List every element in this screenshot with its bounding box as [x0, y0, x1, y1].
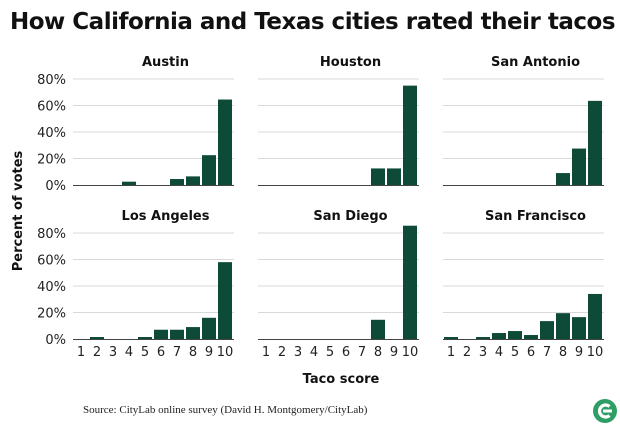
- x-axis-label: Taco score: [303, 372, 380, 387]
- bar-san-francisco-7: [540, 321, 554, 339]
- x-tick-label: 2: [93, 345, 101, 360]
- bar-san-francisco-5: [508, 331, 522, 339]
- y-tick-label: 20%: [37, 153, 66, 168]
- x-tick-label: 5: [141, 345, 149, 360]
- panel-los-angeles: 0% 20% 40% 60% 80% Los Angeles 1 2 3 4 5 6 7 8 9 10: [37, 209, 234, 360]
- bar-los-angeles-7: [170, 329, 184, 339]
- x-tick-label: 9: [390, 345, 398, 360]
- bar-san-francisco-3: [476, 337, 490, 339]
- bar-los-angeles-2: [90, 337, 104, 339]
- source-note: Source: CityLab online survey (David H. …: [83, 404, 368, 416]
- panel-san-diego: San Diego 1 2 3 4 5 6 7 8 9 10: [258, 209, 419, 360]
- chart-title: How California and Texas cities rated th…: [10, 9, 616, 35]
- bar-los-angeles-6: [154, 329, 168, 339]
- y-tick-label: 80%: [37, 227, 66, 242]
- x-tick-label: 10: [587, 345, 604, 360]
- x-tick-label: 3: [479, 345, 487, 360]
- panel-title-san-francisco: San Francisco: [485, 209, 586, 224]
- panel-title-san-diego: San Diego: [313, 209, 387, 224]
- x-tick-label: 5: [511, 345, 519, 360]
- x-tick-label: 8: [189, 345, 197, 360]
- x-tick-label: 4: [125, 345, 133, 360]
- x-tick-label: 3: [294, 345, 302, 360]
- x-tick-label: 7: [543, 345, 551, 360]
- bar-san-antonio-8: [556, 173, 570, 185]
- bar-los-angeles-9: [202, 317, 216, 339]
- bar-austin-10: [218, 99, 232, 185]
- x-tick-label: 9: [575, 345, 583, 360]
- bar-san-francisco-6: [524, 335, 538, 339]
- bar-los-angeles-5: [138, 337, 152, 339]
- bar-austin-9: [202, 155, 216, 185]
- bar-los-angeles-8: [186, 327, 200, 339]
- bar-san-diego-8: [371, 319, 385, 339]
- x-tick-label: 1: [77, 345, 85, 360]
- bar-austin-8: [186, 176, 200, 185]
- bar-san-francisco-1: [444, 337, 458, 339]
- y-tick-label: 80%: [37, 73, 66, 88]
- x-tick-label: 10: [402, 345, 419, 360]
- y-tick-label: 40%: [37, 280, 66, 295]
- x-tick-label: 8: [374, 345, 382, 360]
- x-tick-label: 7: [358, 345, 366, 360]
- bar-austin-4: [122, 181, 136, 185]
- x-tick-label: 6: [342, 345, 350, 360]
- bar-san-francisco-8: [556, 313, 570, 339]
- bar-san-francisco-4: [492, 333, 506, 339]
- panel-title-los-angeles: Los Angeles: [122, 209, 210, 224]
- bar-san-francisco-9: [572, 317, 586, 339]
- x-tick-label: 10: [217, 345, 234, 360]
- y-tick-label: 20%: [37, 307, 66, 322]
- bar-san-diego-10: [403, 225, 417, 339]
- y-tick-label: 60%: [37, 254, 66, 269]
- small-multiples-chart: Percent of votes Taco score 0%20%40%60%8…: [11, 55, 604, 387]
- y-tick-label: 40%: [37, 126, 66, 141]
- bar-san-francisco-10: [588, 293, 602, 339]
- x-tick-label: 2: [278, 345, 286, 360]
- x-tick-label: 6: [527, 345, 535, 360]
- x-tick-label: 1: [262, 345, 270, 360]
- panel-houston: Houston: [258, 55, 419, 186]
- x-tick-label: 5: [326, 345, 334, 360]
- x-tick-label: 1: [447, 345, 455, 360]
- panels-group: 0%20%40%60%80%Austin Houston San Antonio0%…: [37, 55, 604, 360]
- x-tick-label: 4: [310, 345, 318, 360]
- panel-austin: 0% 20% 40% 60% 80% Austin: [37, 55, 234, 194]
- panel-title-houston: Houston: [320, 55, 381, 70]
- bar-san-antonio-9: [572, 148, 586, 185]
- x-tick-label: 2: [463, 345, 471, 360]
- x-tick-label: 8: [559, 345, 567, 360]
- panel-title-san-antonio: San Antonio: [491, 55, 580, 70]
- x-tick-label: 7: [173, 345, 181, 360]
- bar-houston-10: [403, 85, 417, 185]
- x-tick-label: 6: [157, 345, 165, 360]
- x-tick-label: 3: [109, 345, 117, 360]
- y-tick-label: 60%: [37, 100, 66, 115]
- x-tick-label: 9: [205, 345, 213, 360]
- citylab-logo-icon[interactable]: [592, 398, 618, 424]
- bar-san-antonio-10: [588, 100, 602, 185]
- y-axis-label: Percent of votes: [11, 150, 26, 271]
- bar-los-angeles-10: [218, 262, 232, 339]
- bar-austin-7: [170, 179, 184, 185]
- panel-title-austin: Austin: [142, 55, 189, 70]
- panel-san-francisco: San Francisco 1 2 3 4 5 6 7 8 9 10: [443, 209, 604, 360]
- y-tick-label: 0%: [45, 333, 66, 348]
- bar-houston-8: [371, 168, 385, 185]
- y-tick-label: 0%: [45, 179, 66, 194]
- x-tick-label: 4: [495, 345, 503, 360]
- panel-san-antonio: San Antonio: [443, 55, 604, 186]
- bar-houston-9: [387, 168, 401, 185]
